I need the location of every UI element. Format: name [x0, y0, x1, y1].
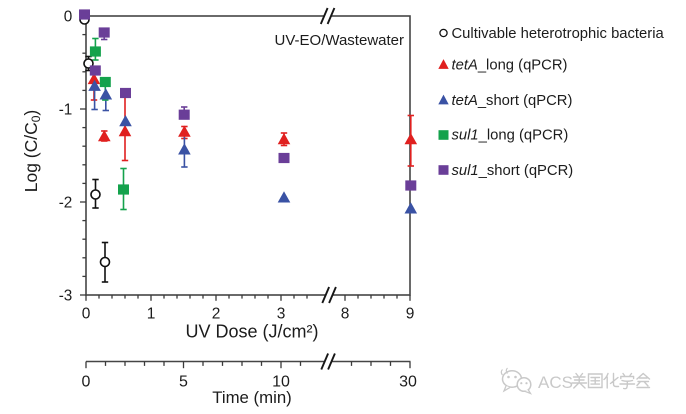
svg-text:ACS: ACS — [538, 373, 573, 392]
svg-text:0: 0 — [82, 373, 91, 390]
svg-text:tetA_long (qPCR): tetA_long (qPCR) — [452, 58, 568, 74]
svg-text:1: 1 — [147, 306, 156, 323]
svg-text:10: 10 — [272, 373, 290, 390]
svg-text:3: 3 — [277, 306, 286, 323]
svg-text:-2: -2 — [59, 195, 73, 212]
svg-text:-3: -3 — [59, 288, 73, 305]
svg-text:-1: -1 — [59, 102, 73, 119]
svg-text:Log (C/C0): Log (C/C0) — [21, 110, 43, 193]
svg-text:5: 5 — [179, 373, 188, 390]
svg-text:UV-EO/Wastewater: UV-EO/Wastewater — [275, 32, 404, 49]
svg-text:sul1_long (qPCR): sul1_long (qPCR) — [452, 128, 569, 144]
svg-text:0: 0 — [64, 9, 73, 26]
svg-text:UV Dose (J/cm²): UV Dose (J/cm²) — [185, 322, 318, 342]
svg-text:0: 0 — [82, 306, 91, 323]
svg-text:8: 8 — [341, 306, 350, 323]
svg-text:30: 30 — [399, 373, 417, 390]
svg-text:Cultivable heterotrophic bacte: Cultivable heterotrophic bacteria — [452, 26, 665, 42]
svg-text:sul1_short (qPCR): sul1_short (qPCR) — [452, 163, 574, 179]
svg-text:9: 9 — [406, 306, 415, 323]
svg-text:tetA_short (qPCR): tetA_short (qPCR) — [452, 93, 573, 109]
svg-text:2: 2 — [212, 306, 221, 323]
svg-text:Time (min): Time (min) — [212, 388, 292, 407]
